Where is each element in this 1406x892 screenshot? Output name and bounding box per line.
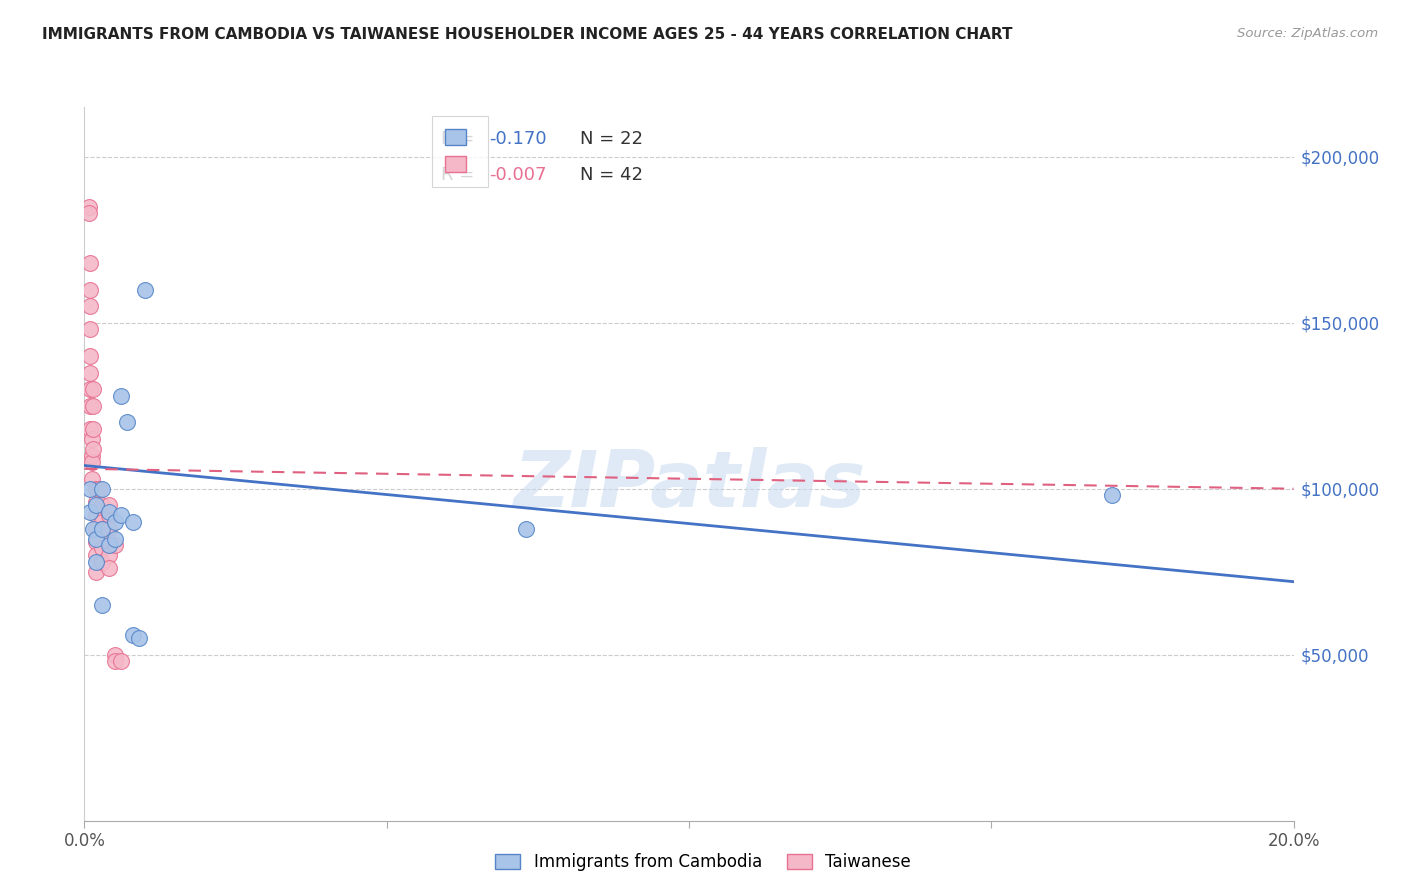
Point xyxy=(82,422,104,436)
Point xyxy=(79,505,101,519)
Point xyxy=(80,455,103,469)
Point xyxy=(86,522,108,536)
Point xyxy=(86,532,108,546)
Point xyxy=(82,442,104,456)
Point xyxy=(97,548,120,562)
Point xyxy=(97,538,120,552)
Point xyxy=(91,499,114,513)
Point xyxy=(79,322,101,336)
Point xyxy=(86,548,108,562)
Text: N = 22: N = 22 xyxy=(581,130,643,148)
Point xyxy=(79,399,101,413)
Point xyxy=(80,472,103,486)
Point xyxy=(86,495,108,509)
Point xyxy=(91,522,114,536)
Point xyxy=(86,499,108,513)
Text: ZIPatlas: ZIPatlas xyxy=(513,447,865,524)
Point xyxy=(91,515,114,529)
Text: R =: R = xyxy=(441,130,474,148)
Point xyxy=(91,598,114,612)
Point xyxy=(82,382,104,396)
Point xyxy=(80,432,103,446)
Text: Source: ZipAtlas.com: Source: ZipAtlas.com xyxy=(1237,27,1378,40)
Point xyxy=(1101,488,1123,502)
Point xyxy=(104,648,127,662)
Text: N = 42: N = 42 xyxy=(581,166,643,184)
Point xyxy=(121,628,143,642)
Point xyxy=(134,283,156,297)
Point xyxy=(91,482,114,496)
Legend: Immigrants from Cambodia, Taiwanese: Immigrants from Cambodia, Taiwanese xyxy=(486,845,920,880)
Point xyxy=(89,482,111,496)
Point xyxy=(82,522,104,536)
Point xyxy=(91,555,114,569)
Point xyxy=(79,366,101,380)
Point xyxy=(104,532,127,546)
Point xyxy=(97,505,120,519)
Point xyxy=(97,561,120,575)
Point xyxy=(97,534,120,549)
Point xyxy=(115,415,138,429)
Point xyxy=(97,508,120,523)
Point xyxy=(515,522,537,536)
Point xyxy=(82,399,104,413)
Point xyxy=(77,206,100,220)
Point xyxy=(79,256,101,270)
Point xyxy=(86,482,108,496)
Point xyxy=(79,283,101,297)
Point xyxy=(79,299,101,313)
Point xyxy=(79,349,101,363)
Point xyxy=(104,515,127,529)
Point xyxy=(97,499,120,513)
Point xyxy=(104,538,127,552)
Text: -0.170: -0.170 xyxy=(489,130,547,148)
Point xyxy=(79,382,101,396)
Point xyxy=(110,654,132,668)
Point xyxy=(91,522,114,536)
Point xyxy=(121,515,143,529)
Point xyxy=(86,555,108,569)
Point xyxy=(86,508,108,523)
Point xyxy=(79,482,101,496)
Point xyxy=(104,654,127,668)
Point xyxy=(77,200,100,214)
Text: R =: R = xyxy=(441,166,474,184)
Text: -0.007: -0.007 xyxy=(489,166,547,184)
Point xyxy=(80,449,103,463)
Point xyxy=(86,534,108,549)
Point xyxy=(91,541,114,556)
Text: IMMIGRANTS FROM CAMBODIA VS TAIWANESE HOUSEHOLDER INCOME AGES 25 - 44 YEARS CORR: IMMIGRANTS FROM CAMBODIA VS TAIWANESE HO… xyxy=(42,27,1012,42)
Point xyxy=(110,389,132,403)
Point xyxy=(128,631,150,645)
Point xyxy=(110,508,132,523)
Legend: , : , xyxy=(432,116,488,187)
Point xyxy=(86,565,108,579)
Point xyxy=(79,422,101,436)
Point xyxy=(97,522,120,536)
